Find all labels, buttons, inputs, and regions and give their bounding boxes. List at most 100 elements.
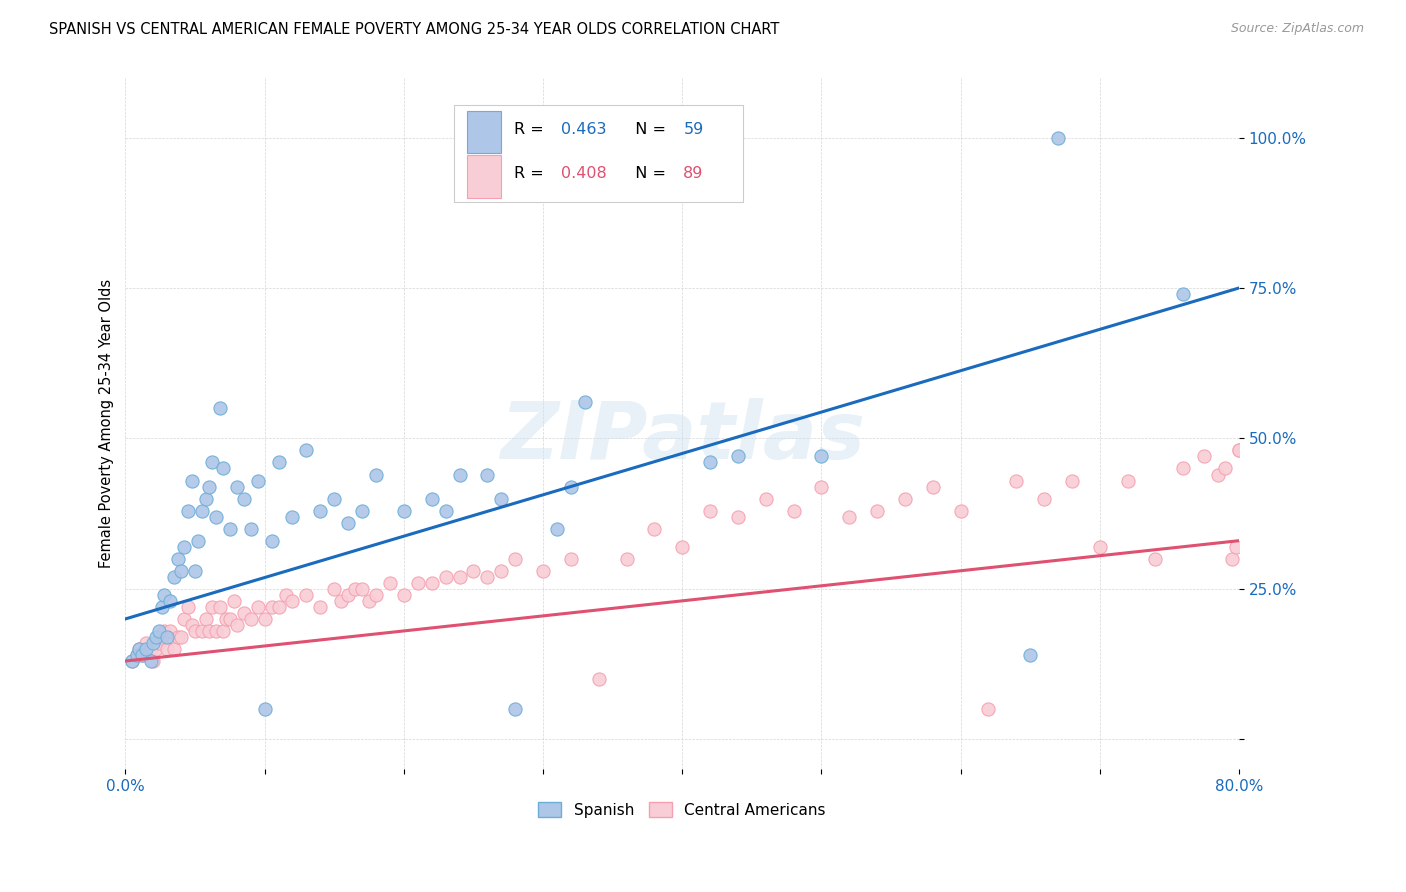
Point [1213,461,1236,475]
Point [1227,443,1250,458]
Point [1192,450,1215,464]
Point [866,503,889,517]
Point [142,636,165,650]
Point [125,648,148,662]
Point [121,654,143,668]
Point [142,654,165,668]
Point [755,491,778,506]
Point [181,618,204,632]
Point [150,630,173,644]
Point [1046,130,1069,145]
Point [1173,287,1195,301]
Point [145,642,167,657]
Point [156,642,179,657]
Point [323,582,346,596]
Point [148,636,170,650]
Point [1060,474,1083,488]
Point [337,588,360,602]
Text: N =: N = [626,121,672,136]
Point [148,624,170,638]
Point [477,467,499,482]
Point [949,503,972,517]
Point [267,599,290,614]
Point [420,491,443,506]
Text: 0.463: 0.463 [561,121,606,136]
Text: 0.408: 0.408 [561,166,606,181]
Point [225,618,247,632]
Text: SPANISH VS CENTRAL AMERICAN FEMALE POVERTY AMONG 25-34 YEAR OLDS CORRELATION CHA: SPANISH VS CENTRAL AMERICAN FEMALE POVER… [49,22,779,37]
Point [195,612,218,626]
Point [1220,551,1243,566]
Point [212,461,235,475]
Text: R =: R = [515,166,548,181]
Point [337,516,360,530]
Point [977,702,1000,716]
Point [616,551,638,566]
Point [420,575,443,590]
Point [150,599,173,614]
Point [131,648,153,662]
Point [330,594,353,608]
Point [267,455,290,469]
Point [546,522,568,536]
Point [364,588,387,602]
Point [295,443,318,458]
Point [177,599,200,614]
Point [503,702,526,716]
FancyBboxPatch shape [454,105,744,202]
Point [274,588,297,602]
Text: ZIPatlas: ZIPatlas [499,398,865,476]
Point [1144,551,1167,566]
Point [153,624,176,638]
Point [253,702,276,716]
Point [225,479,247,493]
Point [477,570,499,584]
Point [560,479,582,493]
Point [1088,540,1111,554]
Point [727,509,749,524]
Point [671,540,693,554]
Point [463,564,485,578]
Point [167,630,190,644]
Point [156,630,179,644]
Point [782,503,804,517]
Point [139,642,162,657]
Text: Source: ZipAtlas.com: Source: ZipAtlas.com [1230,22,1364,36]
Point [392,503,415,517]
Point [139,654,162,668]
Point [159,594,181,608]
Point [170,630,193,644]
Point [323,491,346,506]
Point [378,575,401,590]
Point [121,654,143,668]
Point [309,599,332,614]
Point [392,588,415,602]
Point [449,570,471,584]
Point [894,491,917,506]
Point [588,672,610,686]
Point [643,522,665,536]
Point [838,509,860,524]
Point [184,564,207,578]
Point [135,636,157,650]
Y-axis label: Female Poverty Among 25-34 Year Olds: Female Poverty Among 25-34 Year Olds [100,279,114,568]
Bar [467,111,501,153]
Point [153,588,176,602]
Point [352,582,374,596]
Point [1227,443,1250,458]
Point [281,594,304,608]
Point [212,624,235,638]
Point [215,612,238,626]
Point [191,624,214,638]
Point [198,624,221,638]
Point [491,564,513,578]
Text: R =: R = [515,121,548,136]
Point [352,503,374,517]
Point [503,551,526,566]
Point [209,401,232,416]
Point [1116,474,1139,488]
Point [218,612,240,626]
Point [145,630,167,644]
Point [173,540,195,554]
Point [201,599,224,614]
